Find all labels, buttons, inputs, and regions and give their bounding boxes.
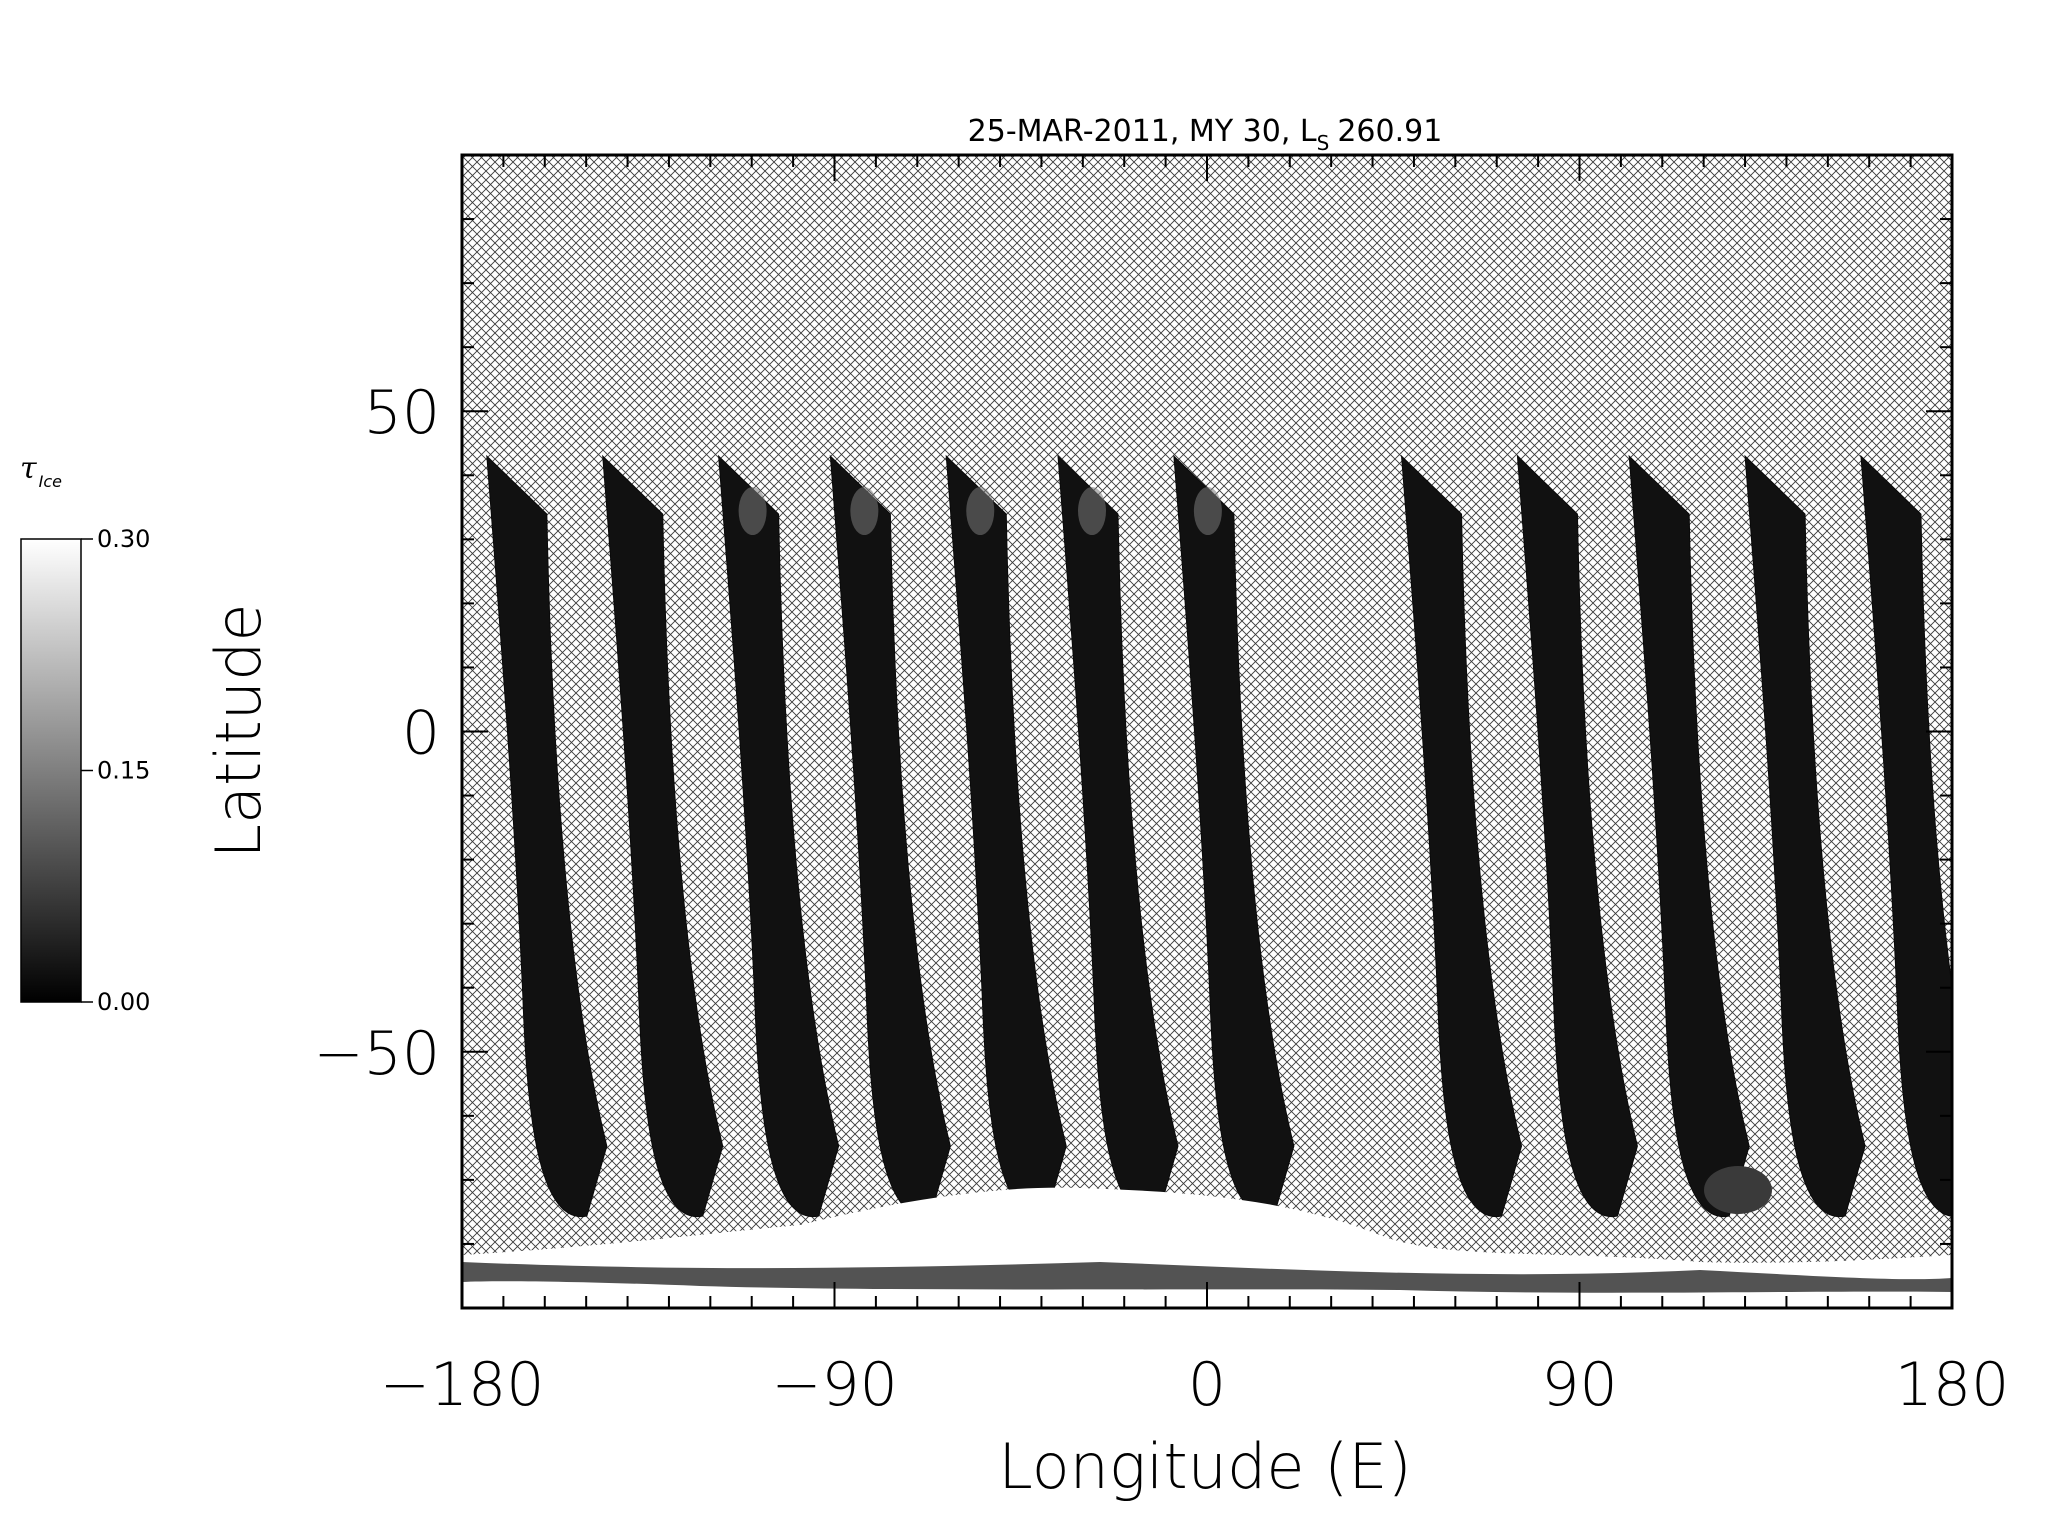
x-tick-labels: −180 −90 0 90 180 xyxy=(380,1350,2010,1420)
title-value: 260.91 xyxy=(1337,114,1442,149)
y-tick-labels: −50 0 50 xyxy=(313,378,440,1089)
swath xyxy=(1744,454,1866,1218)
dust-patch xyxy=(1704,1166,1772,1214)
colorbar-tick-label: 0.30 xyxy=(97,525,150,553)
x-tick-label: 180 xyxy=(1895,1350,2010,1420)
swath-highlight xyxy=(738,487,767,536)
x-tick-label: −180 xyxy=(380,1350,545,1420)
title-subscript: S xyxy=(1317,131,1330,155)
y-tick-label: 0 xyxy=(402,699,440,769)
swath-layer xyxy=(486,454,1952,1218)
swath xyxy=(602,454,724,1218)
swath xyxy=(1057,454,1179,1218)
colorbar-ticks: 0.00 0.15 0.30 xyxy=(81,525,150,1016)
x-axis-label: Longitude (E) xyxy=(998,1430,1411,1503)
chart-title: 25-MAR-2011, MY 30, LS 260.91 xyxy=(968,114,1443,155)
swath-highlight xyxy=(966,487,995,536)
swath-highlight xyxy=(1193,487,1222,536)
colorbar-title-symbol: τ xyxy=(20,451,37,486)
swath xyxy=(829,454,951,1218)
y-tick-label: −50 xyxy=(313,1019,440,1089)
swath-highlight xyxy=(850,487,879,536)
x-tick-label: 0 xyxy=(1188,1350,1226,1420)
colorbar-gradient xyxy=(20,538,82,1003)
swath xyxy=(1516,454,1638,1218)
swath xyxy=(718,454,840,1218)
y-axis-label: Latitude xyxy=(202,603,275,858)
title-main: 25-MAR-2011, MY 30, L xyxy=(968,114,1317,149)
plot-area xyxy=(460,153,1954,1310)
x-tick-label: −90 xyxy=(771,1350,898,1420)
colorbar-tick-label: 0.00 xyxy=(97,988,150,1016)
swath xyxy=(1628,454,1750,1218)
swath-highlight xyxy=(1078,487,1106,536)
swath xyxy=(1860,454,1952,1217)
swath xyxy=(945,454,1067,1218)
colorbar-title-subscript: Ice xyxy=(39,472,63,491)
colorbar-title: τ Ice xyxy=(20,451,62,491)
axis-ticks xyxy=(461,154,1953,1309)
x-tick-label: 90 xyxy=(1541,1350,1617,1420)
y-tick-label: 50 xyxy=(364,378,440,448)
swath xyxy=(1173,454,1295,1218)
colorbar-tick-label: 0.15 xyxy=(97,757,150,785)
swath xyxy=(1400,454,1523,1218)
swath xyxy=(486,454,608,1218)
colorbar: τ Ice 0.00 0.15 0.30 xyxy=(20,451,150,1016)
